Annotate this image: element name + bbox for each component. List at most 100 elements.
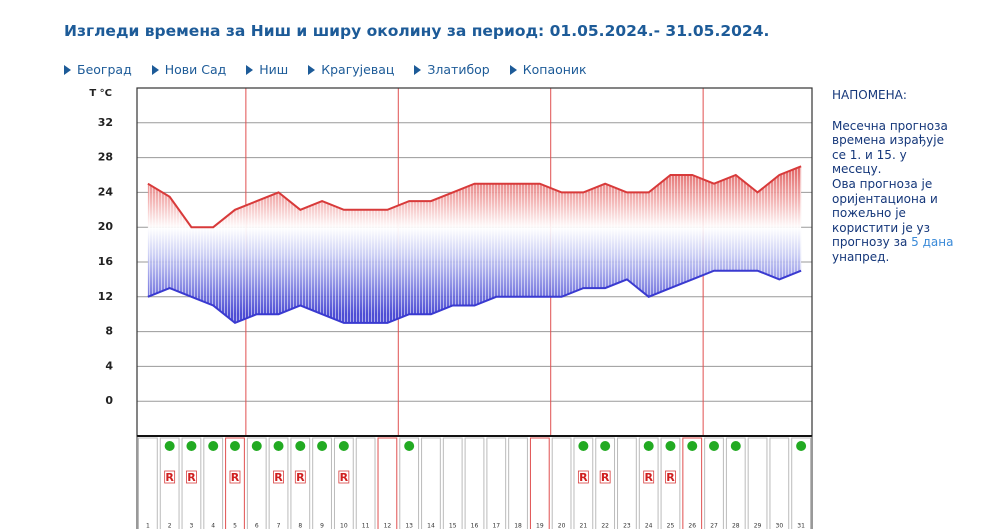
note-text: прогнозу за: [832, 235, 908, 250]
note-line: пожељно је: [832, 206, 1000, 221]
x-tick-label: 21: [580, 523, 588, 529]
nav-arrow: [308, 65, 316, 75]
sun-marker: [208, 441, 219, 451]
rain-box: [294, 470, 306, 484]
y-tick-label: 8: [105, 325, 113, 338]
x-tick-label: 12: [384, 523, 392, 529]
nav-arrow: [246, 65, 254, 75]
sun-marker: [229, 441, 240, 451]
nav-link[interactable]: Златибор: [414, 62, 490, 77]
sun-marker: [709, 441, 720, 451]
rain-box: [229, 470, 241, 484]
rain-marker: R: [579, 471, 588, 484]
nav-text: Нови Сад: [164, 62, 227, 77]
sun-marker: [665, 441, 676, 451]
sun-marker: [186, 441, 197, 451]
sun-marker: [251, 441, 262, 451]
y-axis-label: T °C: [89, 88, 112, 99]
x-tick-label: 28: [732, 523, 740, 529]
rain-box: [577, 470, 589, 484]
x-tick-label: 6: [255, 523, 259, 529]
nav-text: Ниш: [259, 62, 289, 77]
day-column: [399, 437, 420, 529]
day-column: [660, 437, 681, 529]
x-tick-label: 15: [449, 523, 457, 529]
x-tick-label: 24: [645, 523, 653, 529]
y-tick-label: 20: [98, 220, 114, 233]
note-link[interactable]: 5 дана: [911, 235, 954, 250]
x-tick-label: 31: [797, 523, 805, 529]
sun-marker: [730, 441, 741, 451]
day-column: [508, 437, 528, 529]
nav-text: Крагујевац: [321, 62, 395, 77]
nav-link[interactable]: Ниш: [246, 62, 288, 77]
rain-box: [599, 470, 611, 484]
note-line: месецу.: [832, 162, 1000, 177]
x-tick-label: 27: [710, 523, 718, 529]
day-column: [138, 437, 158, 529]
x-tick-label: 9: [320, 523, 324, 529]
nav-link[interactable]: Нови Сад: [151, 62, 227, 77]
rain-marker: R: [187, 471, 196, 484]
day-column: [573, 437, 594, 529]
note-line: времена израђује: [832, 133, 1000, 148]
rain-marker: R: [274, 471, 283, 484]
rain-box: [164, 470, 176, 484]
x-tick-label: 13: [405, 523, 413, 529]
day-column: [617, 437, 637, 529]
x-tick-label: 23: [623, 523, 631, 529]
rain-box: [273, 470, 284, 484]
temp-line: [147, 269, 802, 325]
day-column: [529, 437, 550, 529]
note-line: користити је уз: [832, 221, 1000, 236]
temp-band-stripes: [147, 166, 802, 323]
day-column: [791, 437, 812, 529]
x-tick-label: 30: [776, 523, 784, 529]
x-tick-label: 14: [427, 523, 435, 529]
nav-link[interactable]: Београд: [64, 62, 132, 77]
nav-link[interactable]: Копаоник: [509, 62, 587, 77]
nav-text: Београд: [77, 62, 132, 77]
note-text: Месечна прогноза времена израђује се 1. и …: [832, 119, 1000, 265]
nav-arrow: [414, 65, 422, 75]
x-tick-label: 8: [298, 523, 302, 529]
x-tick-label: 5: [233, 523, 237, 529]
nav-link[interactable]: Крагујевац: [308, 62, 394, 77]
x-tick-label: 22: [601, 523, 609, 529]
y-tick-label: 32: [98, 116, 113, 129]
day-column: [464, 437, 485, 529]
city-nav: Београд Нови Сад Ниш Крагујевац Златибор Копа…: [64, 62, 607, 77]
x-tick-label: 7: [277, 523, 281, 529]
day-column: [159, 437, 180, 529]
x-tick-label: 18: [514, 523, 522, 529]
y-tick-label: 16: [98, 255, 114, 268]
nav-arrow: [509, 65, 517, 75]
x-tick-label: 10: [340, 523, 348, 529]
x-tick-label: 26: [688, 523, 696, 529]
note-text: времена израђује: [832, 133, 944, 148]
y-tick-label: 12: [98, 290, 113, 303]
temp-line: [147, 165, 802, 229]
nav-arrow: [151, 65, 159, 75]
day-column: [333, 437, 354, 529]
x-tick-label: 2: [168, 523, 172, 529]
day-column: [377, 437, 398, 529]
day-column: [181, 437, 202, 529]
x-tick-label: 1: [146, 523, 150, 529]
rain-marker: R: [231, 471, 240, 484]
y-tick-label: 0: [105, 394, 113, 407]
day-column: [290, 437, 311, 529]
x-tick-label: 4: [211, 523, 215, 529]
rain-marker: R: [644, 471, 653, 484]
note-line: унапред.: [832, 250, 1000, 265]
day-column: [704, 437, 724, 529]
note: НАПОМЕНА: Месечна прогноза времена израђу…: [832, 88, 1000, 265]
day-column: [203, 437, 224, 529]
page-title: Изгледи времена за Ниш и ширу околину за…: [64, 22, 770, 40]
note-text: користити је уз: [832, 220, 931, 235]
sun-marker: [295, 441, 306, 451]
note-line: Ова прогноза је: [832, 177, 1000, 192]
sun-marker: [164, 441, 175, 451]
